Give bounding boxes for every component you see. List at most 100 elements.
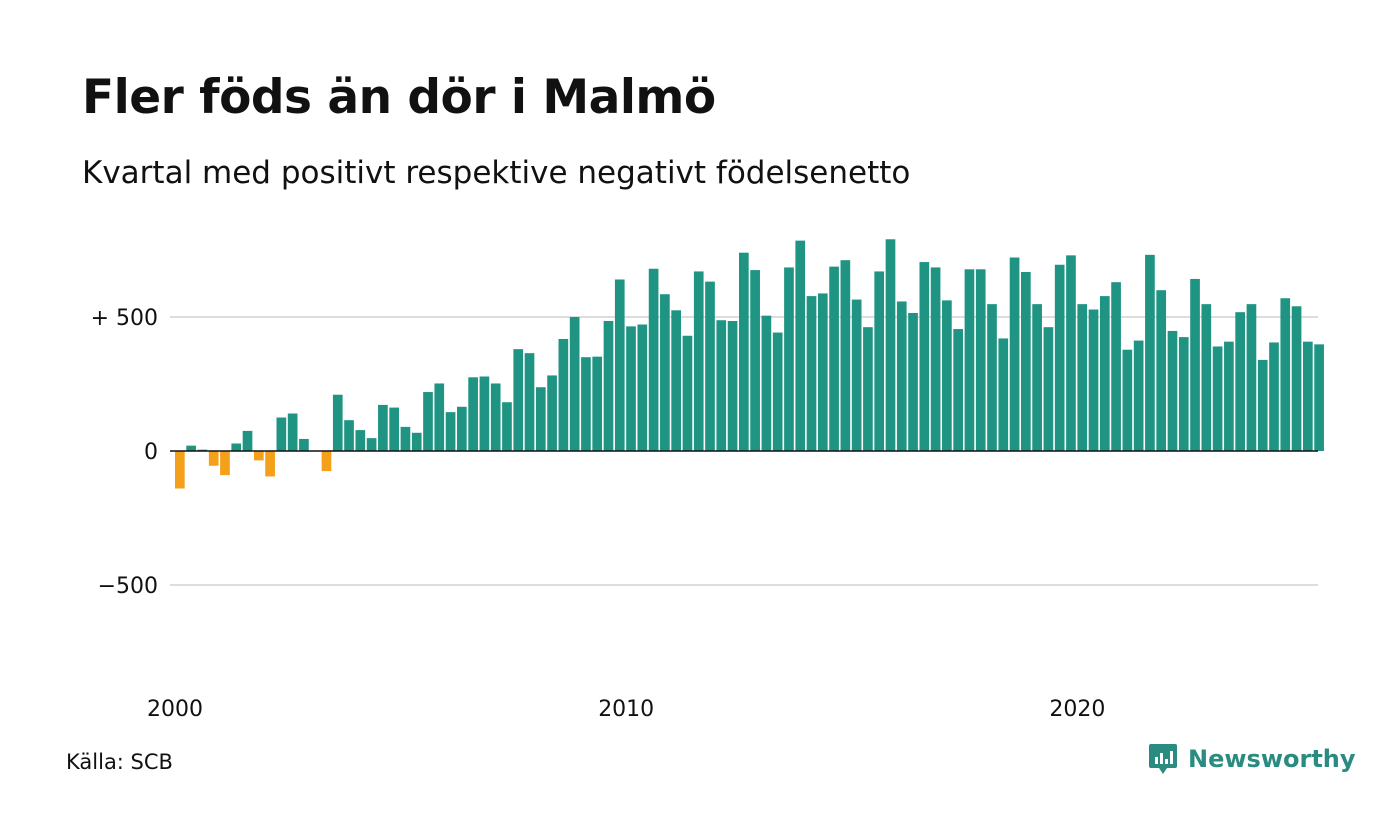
bar [547,375,557,451]
bar [457,406,467,451]
bar [558,338,569,451]
bar [1269,342,1279,451]
bar [817,293,828,451]
chart-title: Fler föds än dör i Malmö [82,70,716,125]
bar [671,310,681,451]
y-tick-label: −500 [98,574,158,599]
bar [693,271,704,451]
bar [761,315,772,451]
bar [1178,337,1189,451]
bar [648,268,659,451]
bar [468,377,478,451]
bar [705,281,715,451]
bar [795,240,806,451]
bar [682,335,693,451]
bar [1032,304,1042,451]
bar [1077,304,1088,451]
bar [1133,340,1144,451]
bar [332,394,343,451]
bar [242,430,253,451]
bar [863,327,873,451]
brand-logo[interactable]: Newsworthy [1148,742,1356,776]
bar [784,267,794,451]
x-tick-label: 2000 [147,697,203,722]
bar [930,267,941,451]
bar [253,451,264,461]
bar [1235,312,1245,451]
bar [964,269,975,451]
bar [490,383,501,451]
bar [1201,304,1212,451]
bar [614,279,625,451]
bar [874,271,885,451]
bar [716,320,727,451]
bar [524,353,535,451]
bar [231,443,242,451]
axes: + 500 0 −500 2000 2010 2020 [91,306,1318,722]
bar [378,404,388,451]
bar [603,321,614,451]
bar [355,430,366,451]
bar [896,301,907,451]
y-tick-label: + 500 [91,306,158,331]
bar [434,383,445,451]
bar [626,326,636,451]
bar [535,387,546,451]
bar [1122,349,1133,451]
bar [750,270,760,451]
bar [953,329,963,451]
bar [186,445,196,451]
bar [1167,330,1178,451]
bar [366,438,377,451]
newsworthy-logo-icon [1149,744,1177,774]
y-tick-label: 0 [144,440,158,465]
bar [942,300,952,451]
source-note: Källa: SCB [66,750,173,774]
bar [1314,344,1324,451]
bar [479,376,490,451]
bar [975,269,986,451]
bar [513,349,524,451]
bar [660,294,670,451]
bar [208,451,219,466]
bar [1280,298,1291,451]
chart-subtitle: Kvartal med positivt respektive negativt… [82,155,911,191]
bars [175,239,1324,489]
brand-name: Newsworthy [1188,745,1356,773]
bar [727,321,738,451]
bar [829,266,839,451]
bar [265,451,275,477]
bar [1257,359,1268,451]
bar [1009,257,1020,451]
x-tick-label: 2010 [598,697,654,722]
bar [1021,271,1031,451]
bar [739,252,749,451]
bar [1224,341,1234,451]
bar [1043,327,1054,451]
bar [445,412,456,451]
bar [344,420,354,451]
bar [423,392,433,451]
bar [637,324,648,451]
bar [1054,264,1065,451]
bar [569,317,580,451]
bar [175,451,185,489]
bar [1099,296,1110,451]
bar [1190,278,1200,451]
bar [1066,255,1076,451]
bar [276,417,287,451]
bar [987,304,997,451]
bar [581,357,591,451]
bar [1088,309,1099,451]
bar [321,451,332,472]
bar [998,338,1009,451]
bar [840,260,851,451]
x-tick-label: 2020 [1049,697,1105,722]
bar [908,312,918,451]
bar [806,296,817,451]
bar [1212,346,1223,451]
bar [502,402,512,451]
bar [1303,341,1313,451]
bar [851,299,862,451]
